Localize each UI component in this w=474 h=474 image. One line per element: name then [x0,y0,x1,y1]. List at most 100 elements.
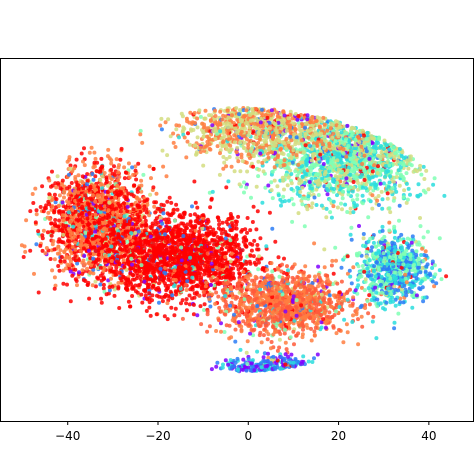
scatter-point [40,184,45,189]
scatter-point [367,161,372,166]
scatter-point [52,210,57,215]
scatter-point [345,210,350,214]
scatter-point [81,246,86,251]
scatter-point [388,142,393,147]
scatter-point [57,268,62,273]
scatter-point [318,152,323,157]
scatter-point [79,151,84,156]
scatter-point [127,175,132,180]
scatter-point [267,145,272,150]
scatter-point [313,130,318,135]
scatter-point [93,212,98,217]
scatter-point [138,132,143,137]
scatter-point [328,126,333,131]
scatter-point [173,306,178,311]
scatter-point [107,156,112,161]
scatter-point [282,158,287,163]
scatter-point [67,263,72,268]
scatter-point [325,156,330,161]
scatter-point [304,204,309,209]
scatter-point [186,131,190,136]
scatter-point [321,156,326,161]
scatter-point [386,184,391,189]
scatter-point [56,244,61,249]
scatter-point [394,189,399,194]
scatter-point [270,154,275,159]
scatter-point [60,226,65,231]
scatter-point [110,198,115,203]
scatter-point [99,300,104,305]
scatter-point [133,230,138,235]
scatter-point [316,182,321,187]
scatter-point [67,243,72,248]
scatter-point [165,153,170,158]
scatter-point [299,128,304,133]
scatter-point [98,169,103,174]
scatter-point [164,174,169,179]
scatter-point [201,125,206,130]
scatter-point [222,160,227,165]
scatter-point [143,222,148,226]
scatter-point [376,141,381,145]
scatter-point [271,143,276,148]
scatter-point [34,242,39,247]
scatter-point [22,244,27,249]
scatter-point [380,197,385,202]
scatter-point [98,200,103,205]
scatter-point [327,169,332,174]
scatter-point [357,224,361,228]
scatter-point [31,201,36,205]
scatter-point [239,129,244,134]
scatter-point [62,259,67,264]
scatter-point [401,176,406,181]
scatter-point [116,281,121,285]
scatter-point [418,167,422,172]
scatter-point [24,218,29,223]
scatter-point [338,179,343,184]
scatter-point [56,264,61,268]
scatter-point [204,144,208,149]
scatter-point [251,141,256,146]
scatter-point [401,163,406,168]
scatter-point [49,221,54,226]
scatter-point [67,196,72,201]
scatter-point [311,154,316,158]
scatter-point [136,161,141,166]
scatter-point [66,200,71,205]
scatter-point [43,251,48,256]
scatter-point [260,200,265,205]
scatter-point [319,139,324,144]
scatter-point [367,145,372,150]
scatter-point [38,243,43,248]
scatter-point [234,106,239,111]
scatter-point [68,299,73,304]
scatter-point [85,216,90,221]
scatter-point [329,215,334,220]
scatter-point [215,144,220,149]
scatter-point [346,165,351,170]
scatter-point [202,116,207,121]
scatter-point [65,216,70,221]
scatter-point [391,198,396,203]
scatter-point [342,164,347,169]
scatter-point [213,136,218,141]
scatter-point [362,153,367,158]
scatter-point [23,249,28,254]
scatter-point [152,204,157,209]
scatter-point [363,170,368,175]
scatter-point [52,275,57,280]
scatter-point [238,140,243,145]
scatter-point [270,196,275,201]
scatter-point [192,143,197,148]
scatter-point [224,185,229,190]
scatter-point [221,166,226,171]
scatter-point [331,131,336,136]
scatter-points [19,106,449,374]
scatter-point [73,177,78,182]
scatter-point [189,128,194,133]
scatter-point [229,164,234,169]
scatter-point [99,156,104,161]
scatter-point [282,163,287,167]
scatter-point [144,210,149,215]
scatter-point [240,159,245,164]
